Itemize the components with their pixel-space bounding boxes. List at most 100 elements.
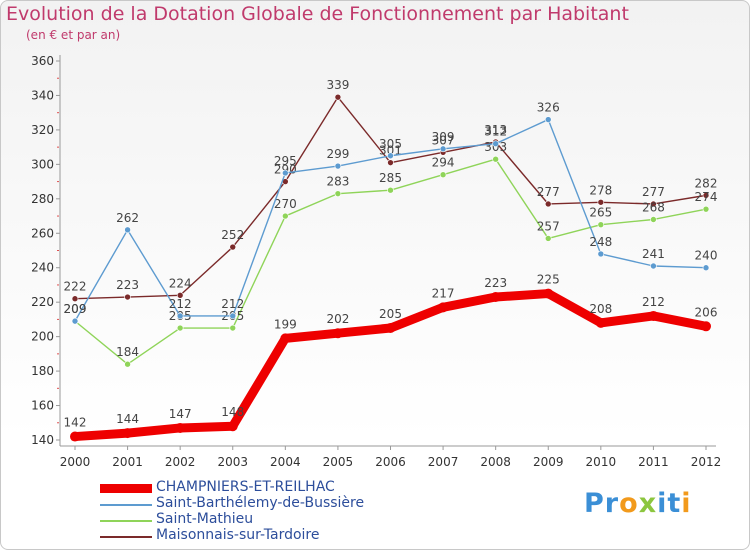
data-point	[701, 321, 711, 332]
logo-letter: i	[681, 488, 692, 519]
legend-swatch	[100, 520, 152, 522]
data-label: 223	[116, 278, 139, 292]
data-point	[71, 295, 79, 303]
y-tick-label: 360	[31, 54, 54, 68]
data-point	[490, 292, 501, 303]
data-point	[70, 431, 80, 442]
data-label: 290	[274, 163, 297, 177]
data-label: 225	[537, 273, 560, 287]
data-point	[387, 152, 394, 160]
x-tick-label: 2005	[323, 455, 354, 469]
chart-subtitle: (en € et par an)	[26, 28, 121, 42]
data-point	[650, 262, 657, 270]
data-point	[227, 421, 238, 432]
data-point	[280, 333, 291, 344]
data-label: 240	[695, 249, 718, 263]
data-point	[71, 317, 79, 325]
data-point	[282, 169, 289, 177]
data-label: 257	[537, 219, 560, 233]
data-point	[124, 226, 131, 234]
data-label: 307	[432, 133, 455, 147]
data-label: 224	[169, 276, 192, 290]
data-label: 144	[116, 412, 139, 426]
y-tick-label: 160	[31, 399, 54, 413]
series-1: 142 144 147 148 199 202 205 217 223 225 208 212 206	[64, 273, 717, 442]
data-label: 285	[379, 171, 402, 185]
y-tick-label: 200	[31, 330, 54, 344]
series-3: 209184205205270283285294303257265268274	[64, 140, 717, 368]
data-label: 147	[169, 407, 192, 421]
data-label: 199	[274, 317, 297, 331]
data-point	[175, 422, 186, 433]
data-label: 305	[379, 137, 402, 151]
data-point	[334, 93, 342, 101]
data-label: 223	[484, 276, 507, 290]
data-label: 212	[221, 297, 244, 311]
data-point	[438, 302, 449, 313]
data-label: 252	[221, 228, 244, 242]
data-point	[387, 159, 394, 166]
y-tick-label: 320	[31, 123, 54, 137]
data-label: 265	[589, 206, 612, 220]
data-label: 248	[589, 235, 612, 249]
data-label: 212	[642, 295, 665, 309]
series-4: 222 223 224 252 290 339 301 307 313 277 278 277 282	[64, 78, 718, 303]
data-label: 282	[695, 176, 718, 190]
data-label: 217	[432, 286, 455, 300]
x-tick-label: 2012	[691, 455, 722, 469]
data-point	[543, 288, 554, 299]
logo-letter: t	[667, 488, 682, 519]
x-tick-label: 2004	[270, 455, 301, 469]
data-label: 184	[116, 345, 139, 359]
data-point	[597, 221, 605, 228]
x-tick-label: 2010	[586, 455, 617, 469]
data-point	[597, 198, 605, 206]
data-point	[176, 291, 184, 299]
data-point	[439, 171, 447, 178]
y-tick-label: 220	[31, 295, 54, 309]
y-tick-label: 340	[31, 88, 54, 102]
data-point	[385, 323, 396, 334]
data-point	[544, 200, 552, 208]
x-tick-label: 2008	[480, 455, 511, 469]
data-point	[229, 324, 237, 332]
legend-label: CHAMPNIERS-ET-REILHAC	[156, 479, 335, 495]
data-label: 312	[484, 125, 507, 139]
data-label: 294	[432, 156, 455, 170]
logo-letter: P	[584, 488, 605, 519]
legend-label: Saint-Mathieu	[156, 511, 254, 527]
data-label: 299	[326, 147, 349, 161]
data-label: 268	[642, 200, 665, 214]
data-label: 309	[432, 130, 455, 144]
y-tick-label: 260	[31, 226, 54, 240]
data-label: 326	[537, 101, 560, 115]
data-label: 277	[537, 185, 560, 199]
logo-letter: r	[604, 488, 620, 519]
data-point	[229, 312, 237, 320]
data-label: 241	[642, 247, 665, 261]
data-label: 202	[326, 312, 349, 326]
logo-letter: i	[657, 488, 668, 519]
data-label: 277	[642, 185, 665, 199]
data-point	[439, 145, 447, 153]
legend-label: Maisonnais-sur-Tardoire	[156, 527, 320, 543]
data-point	[334, 162, 342, 170]
y-tick-label: 240	[31, 261, 54, 275]
data-point	[544, 235, 552, 242]
chart-title: Evolution de la Dotation Globale de Fonc…	[6, 3, 629, 25]
data-label: 209	[64, 302, 87, 316]
data-label: 283	[326, 175, 349, 189]
data-label: 301	[379, 144, 402, 158]
data-point	[176, 312, 184, 320]
series-2: 209 262 212 212 295 299 305 309 312 326 248 241 240	[64, 101, 718, 325]
legend-swatch	[100, 536, 152, 538]
data-point	[229, 243, 237, 251]
x-tick-label: 2000	[60, 455, 91, 469]
data-point	[650, 216, 657, 223]
x-tick-label: 2001	[112, 455, 143, 469]
data-label: 270	[274, 197, 297, 211]
series-line	[74, 96, 707, 300]
logo-letter: o	[619, 488, 639, 519]
